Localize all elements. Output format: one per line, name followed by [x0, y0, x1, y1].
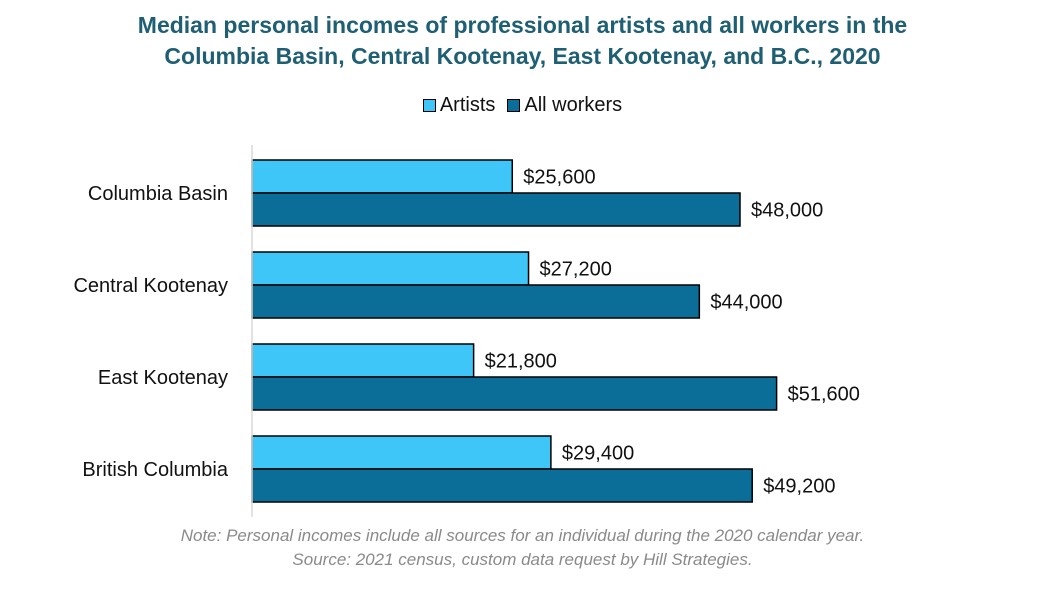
category-label-columbia-basin: Columbia Basin: [88, 183, 228, 205]
data-label-artists-british-columbia: $29,400: [562, 443, 634, 465]
data-label-all-workers-columbia-basin: $48,000: [751, 200, 823, 222]
legend-swatch-all-workers: [507, 99, 521, 112]
category-label-east-kootenay: East Kootenay: [98, 367, 228, 389]
bar-artists-central-kootenay: [251, 251, 530, 286]
chart-title-line2: Columbia Basin, Central Kootenay, East K…: [164, 43, 881, 69]
chart-notes: Note: Personal incomes include all sourc…: [0, 524, 1045, 572]
legend-item-all-workers: All workers: [507, 94, 622, 117]
bar-all-workers-british-columbia: [251, 468, 753, 503]
legend-swatch-artists: [422, 99, 436, 112]
note-text: Note: Personal incomes include all sourc…: [180, 526, 865, 545]
bar-artists-east-kootenay: [251, 343, 475, 378]
legend-item-artists: Artists: [422, 94, 496, 117]
bar-artists-columbia-basin: [251, 159, 514, 194]
category-label-british-columbia: British Columbia: [82, 459, 228, 481]
category-label-central-kootenay: Central Kootenay: [73, 275, 228, 297]
chart-title: Median personal incomes of professional …: [0, 10, 1045, 72]
legend: Artists All workers: [0, 94, 1045, 117]
legend-label-all-workers: All workers: [524, 94, 623, 116]
data-label-all-workers-british-columbia: $49,200: [763, 476, 835, 498]
data-label-all-workers-central-kootenay: $44,000: [710, 292, 782, 314]
bar-all-workers-central-kootenay: [251, 284, 701, 319]
chart-title-line1: Median personal incomes of professional …: [137, 12, 908, 38]
bar-all-workers-columbia-basin: [251, 192, 741, 227]
data-label-artists-central-kootenay: $27,200: [540, 259, 612, 281]
bar-artists-british-columbia: [251, 435, 552, 470]
source-text: Source: 2021 census, custom data request…: [292, 550, 753, 569]
bar-all-workers-east-kootenay: [251, 376, 778, 411]
data-label-artists-columbia-basin: $25,600: [523, 167, 595, 189]
data-label-artists-east-kootenay: $21,800: [485, 351, 557, 373]
legend-label-artists: Artists: [439, 94, 496, 116]
data-label-all-workers-east-kootenay: $51,600: [788, 384, 860, 406]
